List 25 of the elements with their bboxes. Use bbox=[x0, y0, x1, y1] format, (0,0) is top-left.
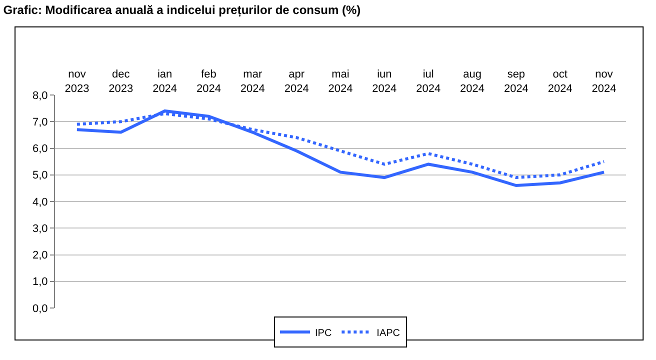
y-tick-label: 7,0 bbox=[32, 116, 48, 128]
x-tick-label: nov 2023 bbox=[64, 68, 90, 95]
y-tick-label: 6,0 bbox=[32, 143, 48, 156]
x-tick-label: mai 2024 bbox=[328, 68, 353, 95]
y-tick-label: 0,0 bbox=[32, 302, 48, 315]
x-tick-label: iun 2024 bbox=[372, 68, 397, 95]
x-tick-label: ian 2024 bbox=[152, 68, 178, 95]
chart-title: Grafic: Modificarea anuală a indicelui prețurilor de consum (%) bbox=[3, 2, 361, 17]
y-tick-label: 2,0 bbox=[32, 250, 48, 262]
legend-label: IAPC bbox=[376, 328, 400, 339]
y-tick-label: 8,0 bbox=[32, 90, 48, 102]
x-tick-label: feb 2024 bbox=[196, 68, 221, 95]
x-tick-label: oct 2024 bbox=[548, 68, 572, 95]
x-tick-label: sep 2024 bbox=[504, 68, 528, 95]
y-tick-label: 3,0 bbox=[32, 222, 48, 235]
x-tick-label: nov 2024 bbox=[592, 68, 616, 95]
x-tick-label: iul 2024 bbox=[416, 68, 441, 95]
y-tick-label: 5,0 bbox=[32, 170, 48, 182]
legend-label: IPC bbox=[315, 328, 332, 339]
y-tick-label: 1,0 bbox=[32, 276, 48, 288]
y-tick-label: 4,0 bbox=[32, 196, 48, 208]
x-tick-label: dec 2023 bbox=[108, 68, 134, 95]
x-tick-label: apr 2024 bbox=[284, 68, 309, 95]
x-tick-label: mar 2024 bbox=[240, 68, 265, 95]
x-tick-label: aug 2024 bbox=[460, 68, 485, 95]
